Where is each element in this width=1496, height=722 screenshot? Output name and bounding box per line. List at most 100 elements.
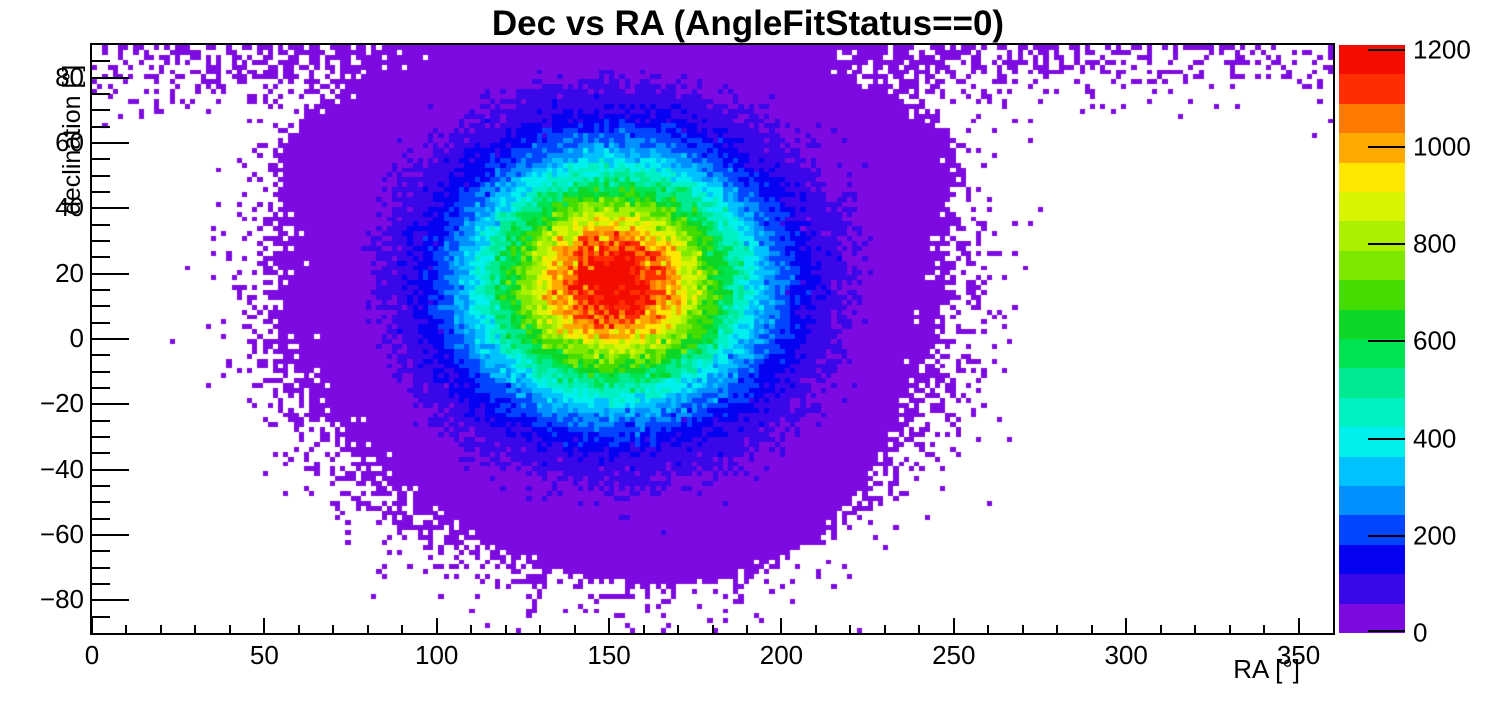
y-major-tick	[92, 142, 129, 144]
histogram-canvas	[92, 45, 1333, 633]
colorbar-band	[1339, 545, 1405, 574]
x-minor-tick	[1194, 625, 1197, 633]
y-minor-tick	[92, 436, 110, 438]
x-minor-tick	[814, 625, 817, 633]
x-tick-label: 250	[932, 640, 976, 670]
y-minor-tick	[92, 158, 110, 161]
x-minor-tick	[918, 625, 921, 633]
y-minor-tick	[92, 191, 110, 193]
y-major-tick	[92, 468, 129, 471]
x-minor-tick	[711, 625, 714, 633]
x-minor-tick	[883, 625, 886, 633]
z-tick	[1368, 340, 1405, 343]
y-tick-label: 20	[55, 257, 84, 288]
y-minor-tick	[92, 223, 110, 226]
x-minor-tick	[366, 625, 369, 633]
z-tick-label: 1200	[1413, 34, 1471, 65]
y-minor-tick	[92, 174, 110, 177]
x-minor-tick	[987, 625, 990, 633]
x-minor-tick	[228, 625, 231, 633]
y-minor-tick	[92, 452, 110, 455]
z-tick-label: 1000	[1413, 131, 1471, 162]
x-tick-label: 100	[415, 640, 459, 670]
y-minor-tick	[92, 501, 110, 504]
y-minor-tick	[92, 387, 110, 389]
x-minor-tick	[332, 625, 335, 633]
z-tick-label: 800	[1413, 228, 1457, 259]
x-minor-tick	[159, 625, 162, 633]
y-minor-tick	[92, 240, 110, 242]
y-minor-tick	[92, 321, 110, 324]
colorbar-band	[1339, 192, 1405, 221]
y-tick-label: −80	[39, 584, 84, 615]
x-tick-label: 200	[759, 640, 804, 670]
y-tick-label: 60	[55, 126, 84, 157]
colorbar-band	[1339, 604, 1405, 633]
z-tick-label: 200	[1413, 520, 1457, 551]
colorbar-band	[1339, 427, 1405, 457]
x-minor-tick	[1090, 625, 1093, 633]
z-tick-label: 600	[1413, 325, 1457, 356]
y-major-tick	[92, 338, 129, 340]
x-minor-tick	[745, 625, 748, 633]
x-minor-tick	[297, 625, 300, 633]
y-major-tick	[92, 534, 129, 536]
x-minor-tick	[849, 625, 852, 633]
z-tick-label: 0	[1413, 617, 1428, 648]
y-minor-tick	[92, 370, 110, 373]
z-tick	[1368, 146, 1405, 149]
y-major-tick	[92, 207, 129, 210]
x-tick-label: 300	[1104, 640, 1148, 670]
x-minor-tick	[677, 625, 680, 633]
colorbar-band	[1339, 515, 1405, 545]
y-major-tick	[92, 76, 129, 79]
y-tick-label: 40	[55, 192, 84, 223]
x-major-tick	[263, 618, 266, 633]
y-tick-label: −20	[39, 388, 84, 419]
colorbar-band	[1339, 104, 1405, 133]
colorbar-band	[1339, 368, 1405, 398]
y-tick-label: −60	[39, 518, 84, 549]
x-major-tick	[91, 618, 93, 633]
x-minor-tick	[573, 625, 576, 633]
y-minor-tick	[92, 566, 110, 569]
x-tick-label: 50	[249, 640, 279, 670]
colorbar-band	[1339, 280, 1405, 310]
x-minor-tick	[470, 625, 473, 633]
y-minor-tick	[92, 615, 110, 618]
y-major-tick	[92, 599, 129, 602]
colorbar-band	[1339, 310, 1405, 339]
y-minor-tick	[92, 289, 110, 291]
z-tick-label: 400	[1413, 423, 1457, 454]
colorbar-band	[1339, 251, 1405, 280]
y-minor-tick	[92, 93, 110, 95]
colorbar-band	[1339, 457, 1405, 486]
y-minor-tick	[92, 125, 110, 128]
x-major-tick	[1125, 618, 1128, 633]
x-tick-label: 0	[84, 640, 100, 670]
x-axis-title: RA [°]	[1233, 654, 1300, 684]
x-minor-tick	[1159, 625, 1162, 633]
x-minor-tick	[1056, 625, 1059, 633]
colorbar-band	[1339, 163, 1405, 192]
chart-title: Dec vs RA (AngleFitStatus==0)	[491, 4, 1005, 43]
z-tick	[1368, 630, 1405, 632]
z-tick	[1368, 243, 1405, 246]
y-minor-tick	[92, 485, 110, 487]
y-minor-tick	[92, 109, 110, 112]
y-major-tick	[92, 272, 129, 275]
x-minor-tick	[539, 625, 542, 633]
z-tick	[1368, 48, 1405, 51]
x-major-tick	[1297, 618, 1300, 633]
x-major-tick	[435, 618, 438, 633]
y-major-tick	[92, 403, 129, 406]
x-minor-tick	[125, 625, 128, 633]
x-minor-tick	[1228, 625, 1231, 633]
colorbar-band	[1339, 74, 1405, 104]
colorbar	[1339, 45, 1405, 633]
z-tick	[1368, 534, 1405, 537]
colorbar-band	[1339, 221, 1405, 251]
y-tick-label: 0	[69, 322, 84, 353]
y-minor-tick	[92, 550, 110, 553]
